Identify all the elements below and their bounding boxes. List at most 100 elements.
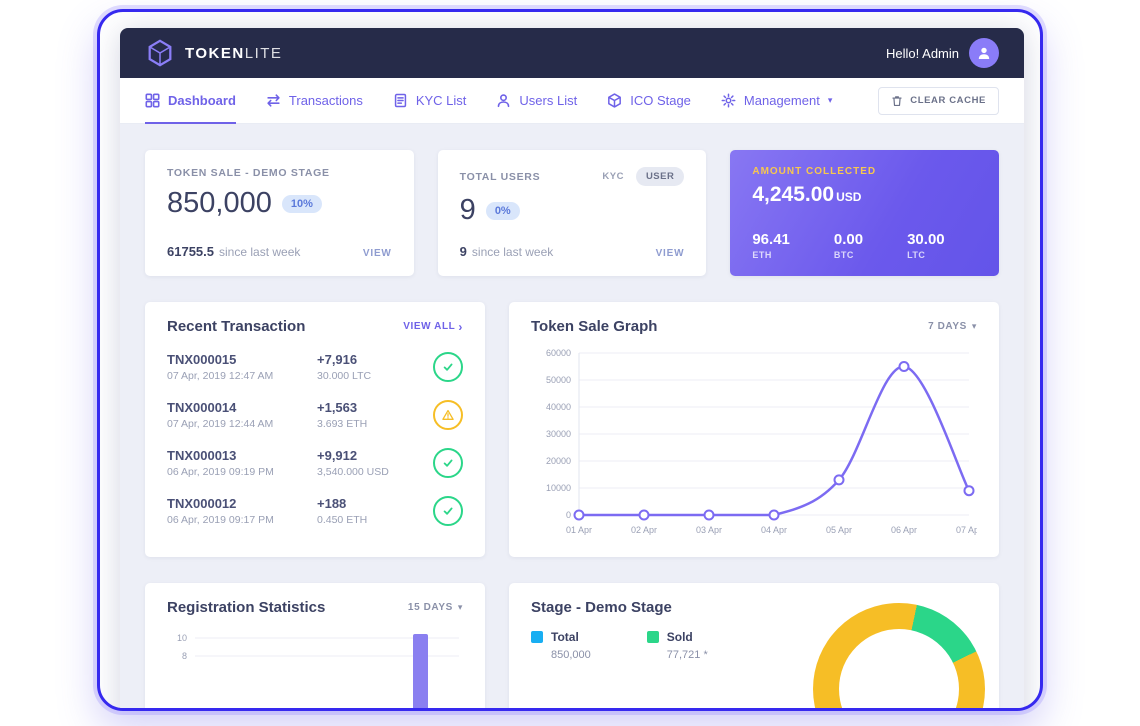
card-title: TOKEN SALE - DEMO STAGE	[167, 167, 330, 179]
amount-collected-value: 4,245.00 USD	[752, 183, 862, 206]
view-link[interactable]: VIEW	[362, 248, 392, 259]
breakdown-eth: 96.41 ETH	[752, 231, 790, 260]
transaction-status-icon	[433, 352, 463, 382]
nav-label: Users List	[519, 93, 578, 108]
transaction-status-icon	[433, 448, 463, 478]
kyc-user-toggle: KYC USER	[594, 167, 685, 186]
amount-collected-card: AMOUNT COLLECTED 4,245.00 USD 96.41 ETH 0…	[730, 150, 1000, 276]
recent-transactions-card: Recent Transaction VIEW ALL › TNX000015 …	[145, 302, 485, 557]
brand-name: TOKENLITE	[185, 44, 283, 62]
legend-swatch-total	[531, 631, 543, 643]
nav-transactions[interactable]: Transactions	[266, 78, 363, 123]
token-sale-card: TOKEN SALE - DEMO STAGE 850,000 10% 6175…	[145, 150, 414, 276]
trash-icon	[892, 95, 902, 106]
range-dropdown[interactable]: 15 DAYS ▾	[407, 602, 463, 613]
svg-text:07 Apr: 07 Apr	[956, 525, 977, 535]
card-title: Token Sale Graph	[531, 318, 658, 335]
delta-label: since last week	[471, 245, 554, 259]
stage-legend: Total 850,000 Sold 77,721 *	[531, 630, 977, 661]
middle-row: Recent Transaction VIEW ALL › TNX000015 …	[145, 302, 999, 557]
token-sale-value: 850,000	[167, 187, 272, 219]
svg-text:05 Apr: 05 Apr	[826, 525, 852, 535]
content-area: TOKEN SALE - DEMO STAGE 850,000 10% 6175…	[120, 124, 1024, 708]
token-sale-badge: 10%	[281, 194, 322, 213]
card-title: TOTAL USERS	[459, 170, 541, 183]
card-title: Registration Statistics	[167, 599, 326, 616]
brand[interactable]: TOKENLITE	[145, 38, 282, 68]
stats-row: TOKEN SALE - DEMO STAGE 850,000 10% 6175…	[145, 150, 1000, 276]
nav-kyc-list[interactable]: KYC List	[393, 78, 467, 123]
app-frame: TOKENLITE Hello! Admin Dashboard	[97, 9, 1043, 711]
clear-cache-button[interactable]: CLEAR CACHE	[878, 86, 999, 115]
transaction-row[interactable]: TNX000014 07 Apr, 2019 12:44 AM +1,563 3…	[167, 391, 463, 439]
svg-text:30000: 30000	[546, 429, 571, 439]
nav-label: ICO Stage	[630, 93, 691, 108]
svg-text:0: 0	[566, 510, 571, 520]
tokenlite-logo-icon	[148, 39, 172, 67]
gear-icon	[721, 93, 736, 108]
stage-donut-chart	[813, 603, 985, 708]
total-users-badge: 0%	[485, 201, 520, 220]
currency-breakdown: 96.41 ETH 0.00 BTC 30.00 LTC	[752, 231, 977, 260]
user-icon	[978, 47, 990, 59]
transaction-list: TNX000015 07 Apr, 2019 12:47 AM +7,916 3…	[167, 343, 463, 535]
list-icon	[394, 93, 407, 108]
registration-bar-chart: 10 8	[177, 633, 459, 708]
svg-text:20000: 20000	[546, 456, 571, 466]
card-title: Recent Transaction	[167, 318, 306, 335]
dashboard-window: TOKENLITE Hello! Admin Dashboard	[120, 28, 1024, 708]
token-sale-graph-card: Token Sale Graph 7 DAYS ▾ 0 10000 20000 300…	[509, 302, 999, 557]
chevron-down-icon: ▾	[971, 321, 977, 331]
cube-icon	[608, 93, 622, 108]
svg-text:10000: 10000	[546, 483, 571, 493]
transaction-row[interactable]: TNX000015 07 Apr, 2019 12:47 AM +7,916 3…	[167, 343, 463, 391]
view-link[interactable]: VIEW	[655, 248, 685, 259]
toggle-kyc[interactable]: KYC	[602, 171, 624, 182]
svg-text:01 Apr: 01 Apr	[566, 525, 592, 535]
registration-statistics-card: Registration Statistics 15 DAYS ▾ 10 8	[145, 583, 485, 708]
svg-text:02 Apr: 02 Apr	[631, 525, 657, 535]
svg-text:03 Apr: 03 Apr	[696, 525, 722, 535]
user-area: Hello! Admin	[886, 38, 999, 68]
nav-management[interactable]: Management ▾	[721, 78, 832, 123]
check-icon	[443, 507, 453, 515]
svg-text:8: 8	[182, 651, 187, 661]
top-header: TOKENLITE Hello! Admin	[120, 28, 1024, 78]
range-dropdown[interactable]: 7 DAYS ▾	[928, 321, 977, 332]
svg-text:04 Apr: 04 Apr	[761, 525, 787, 535]
legend-item-sold: Sold 77,721 *	[646, 630, 708, 661]
user-icon	[498, 94, 510, 108]
warning-icon	[442, 409, 454, 420]
svg-text:10: 10	[177, 633, 187, 643]
total-users-value: 9	[459, 194, 476, 226]
total-users-card: TOTAL USERS KYC USER 9 0% 9 since last w…	[437, 150, 707, 276]
user-avatar[interactable]	[969, 38, 999, 68]
svg-text:06 Apr: 06 Apr	[891, 525, 917, 535]
legend-swatch-sold	[646, 631, 659, 643]
transaction-status-icon	[433, 496, 463, 526]
delta-label: since last week	[219, 245, 301, 259]
legend-item-total: Total 850,000	[531, 630, 591, 661]
toggle-user[interactable]: USER	[635, 167, 685, 186]
breakdown-btc: 0.00 BTC	[833, 231, 864, 260]
view-all-link[interactable]: VIEW ALL ›	[403, 319, 463, 334]
svg-text:60000: 60000	[546, 348, 571, 358]
swap-arrows-icon	[267, 94, 280, 107]
nav-dashboard[interactable]: Dashboard	[145, 78, 236, 124]
delta-value: 9	[459, 244, 467, 259]
grid-icon	[145, 93, 160, 108]
nav-ico-stage[interactable]: ICO Stage	[607, 78, 691, 123]
nav-users-list[interactable]: Users List	[496, 78, 577, 123]
check-icon	[443, 363, 453, 371]
card-title: AMOUNT COLLECTED	[752, 166, 877, 177]
main-navbar: Dashboard Transactions KYC List Users Li…	[120, 78, 1024, 124]
check-icon	[443, 459, 453, 467]
chevron-down-icon: ▾	[827, 95, 833, 105]
transaction-status-icon	[433, 400, 463, 430]
svg-text:50000: 50000	[546, 375, 571, 385]
nav-label: KYC List	[415, 93, 467, 108]
transaction-row[interactable]: TNX000012 06 Apr, 2019 09:17 PM +188 0.4…	[167, 487, 463, 535]
transaction-row[interactable]: TNX000013 06 Apr, 2019 09:19 PM +9,912 3…	[167, 439, 463, 487]
greeting-text: Hello! Admin	[886, 45, 959, 61]
token-sale-line-chart: 0 10000 20000 30000 40000 50000 60000 01 Apr 02 …	[546, 348, 977, 535]
